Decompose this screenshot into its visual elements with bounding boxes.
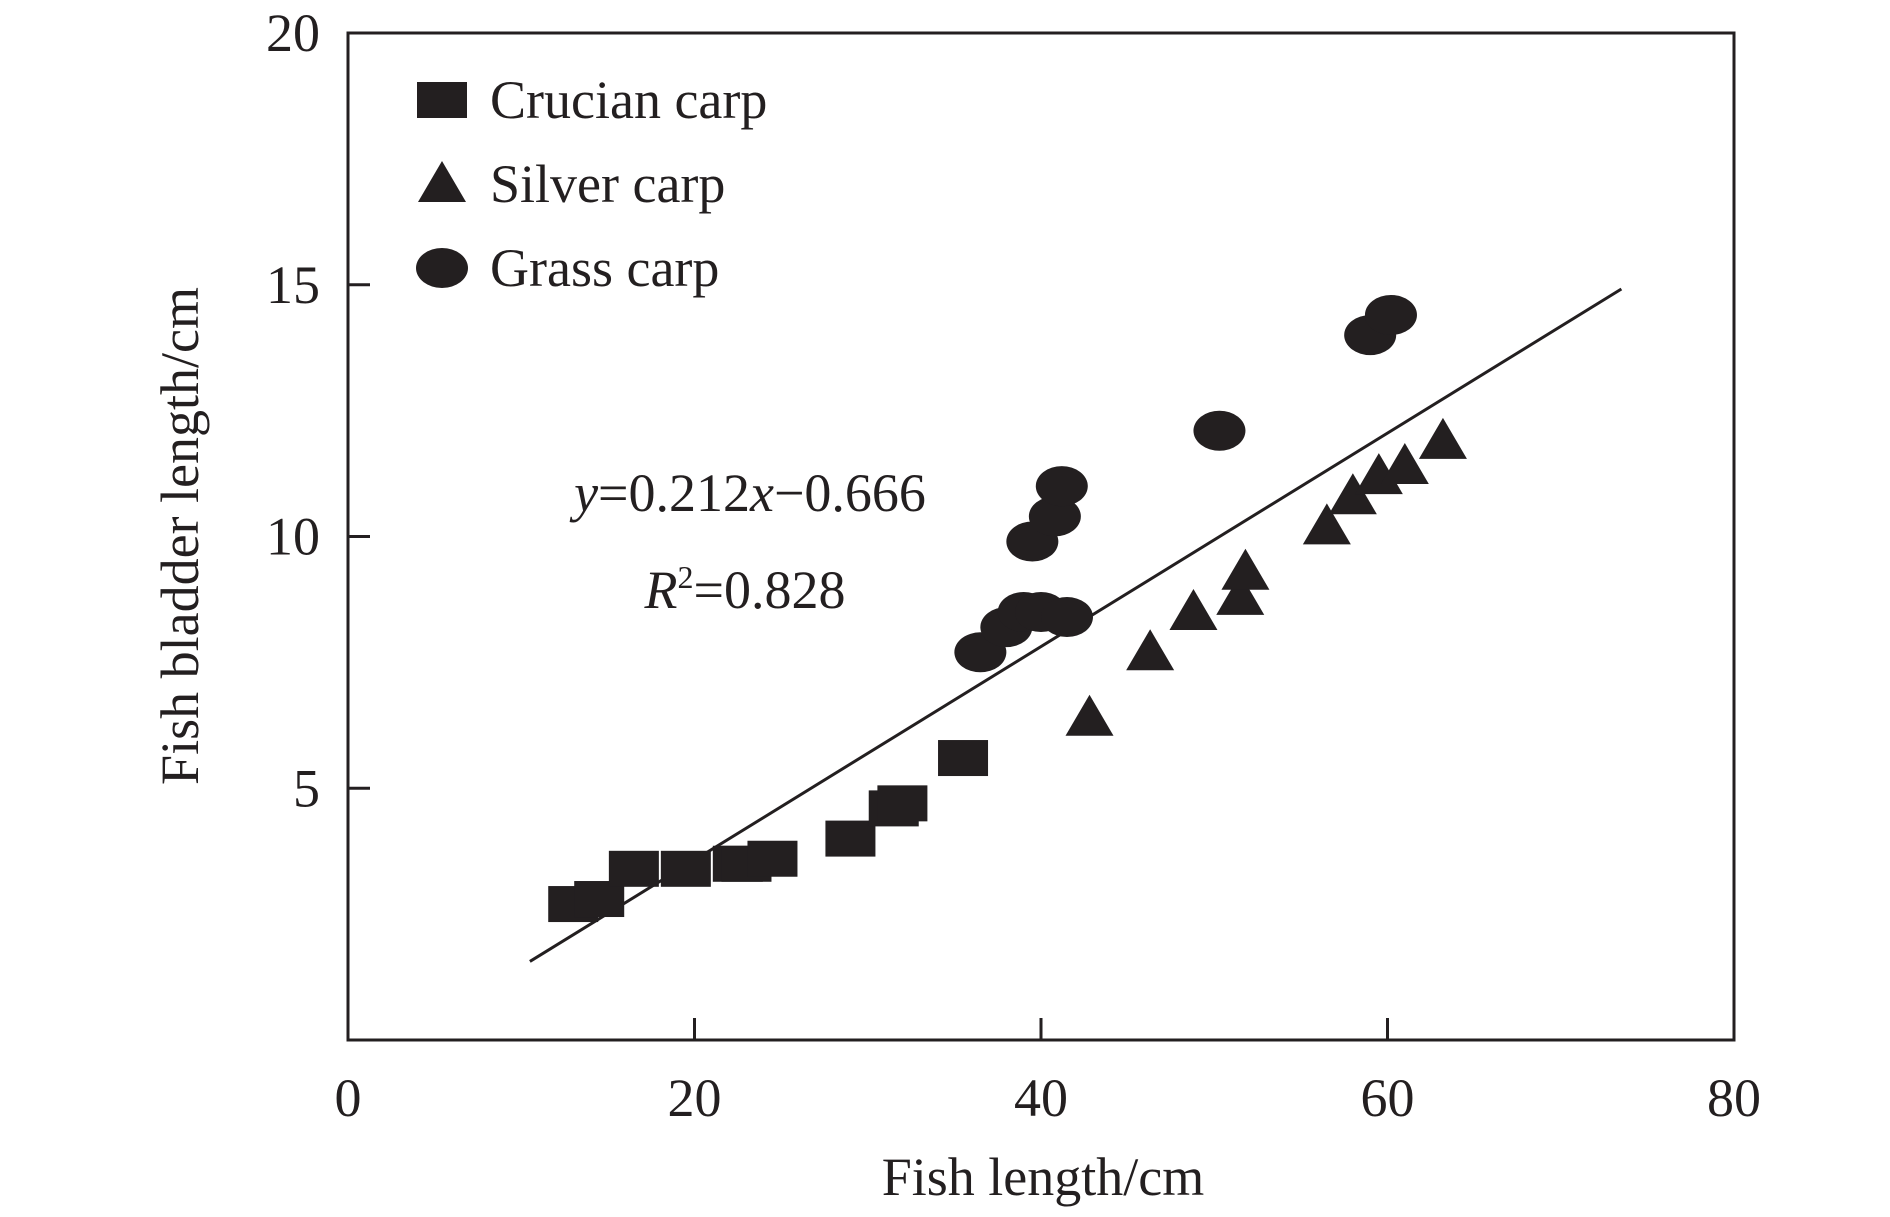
- crucian-carp-point: [938, 740, 989, 777]
- data-points: [548, 294, 1467, 923]
- silver-carp-point: [1065, 694, 1114, 736]
- legend-label-silver-carp: Silver carp: [490, 154, 725, 214]
- r-squared-r: R: [644, 560, 678, 620]
- crucian-carp-point: [608, 850, 659, 887]
- grass-carp-point: [1028, 496, 1081, 537]
- crucian-carp-point: [825, 820, 876, 857]
- y-tick-label: 10: [266, 507, 320, 567]
- x-tick-label: 60: [1361, 1068, 1415, 1128]
- grass-carp-point: [1193, 410, 1246, 451]
- x-tick-label: 80: [1707, 1068, 1761, 1128]
- x-tick-label: 40: [1014, 1068, 1068, 1128]
- grass-carp-point: [1040, 597, 1093, 638]
- silver-carp-point: [1216, 573, 1265, 615]
- axis-ticks: 0 20 40 60 80 5 10 15 20: [266, 3, 1761, 1128]
- x-tick-label: 20: [668, 1068, 722, 1128]
- equation-x-var: x: [749, 463, 774, 523]
- silver-carp-point: [1328, 473, 1377, 515]
- crucian-carp-point: [747, 840, 798, 877]
- r-squared-value: =0.828: [694, 560, 846, 620]
- regression-equation: y=0.212x−0.666: [569, 463, 926, 523]
- r-squared-sup: 2: [678, 559, 694, 595]
- silver-carp-point: [1380, 443, 1429, 485]
- silver-carp-point: [1418, 417, 1467, 459]
- equation-slope: =0.212: [598, 463, 750, 523]
- y-axis-label: Fish bladder length/cm: [150, 287, 210, 785]
- y-tick-label: 15: [266, 255, 320, 315]
- silver-carp-point: [1302, 503, 1351, 545]
- silver-carp-point: [1126, 629, 1175, 671]
- legend-marker-grass-carp: [416, 248, 468, 288]
- equation-y-var: y: [569, 463, 598, 523]
- legend: Crucian carp Silver carp Grass carp: [416, 70, 767, 298]
- silver-carp-point: [1169, 589, 1218, 631]
- crucian-carp-point: [660, 850, 711, 887]
- equation-intercept: −0.666: [774, 463, 926, 523]
- r-squared: R2=0.828: [644, 559, 846, 620]
- legend-label-grass-carp: Grass carp: [490, 238, 719, 298]
- grass-carp-point: [1364, 294, 1417, 335]
- x-tick-label: 0: [335, 1068, 362, 1128]
- crucian-carp-point: [574, 881, 625, 918]
- grass-carp-point: [1035, 466, 1088, 507]
- silver-carp-point: [1221, 548, 1270, 590]
- legend-label-crucian-carp: Crucian carp: [490, 70, 767, 130]
- y-tick-label: 20: [266, 3, 320, 63]
- y-tick-label: 5: [293, 758, 320, 818]
- x-axis-label: Fish length/cm: [882, 1147, 1205, 1207]
- crucian-carp-point: [877, 785, 928, 822]
- legend-marker-crucian-carp: [417, 82, 467, 118]
- legend-marker-silver-carp: [418, 161, 466, 202]
